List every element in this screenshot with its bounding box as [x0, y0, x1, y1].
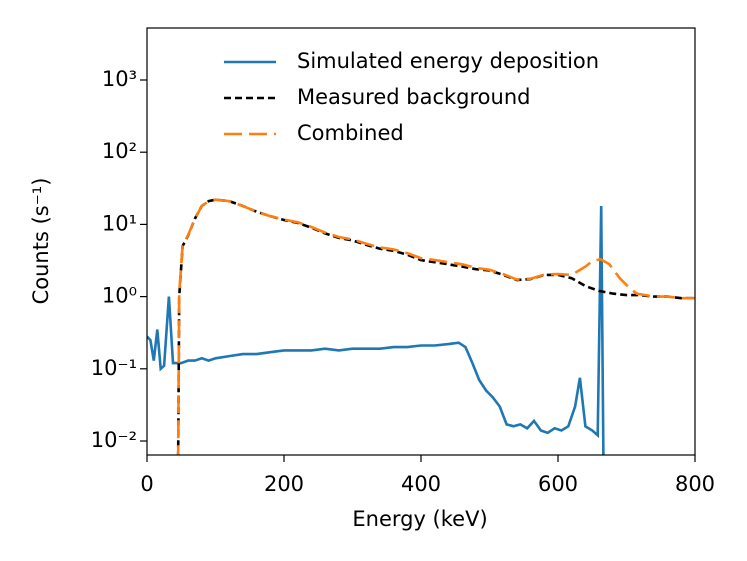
series-line	[176, 198, 695, 455]
x-tick-label: 0	[140, 472, 153, 496]
x-tick-label: 200	[264, 472, 304, 496]
x-axis-label: Energy (keV)	[352, 507, 487, 531]
y-tick-label: 10⁻¹	[91, 356, 137, 380]
x-tick-label: 400	[401, 472, 441, 496]
y-tick-label: 10⁻²	[91, 428, 137, 452]
y-tick-label: 10²	[102, 139, 137, 163]
x-tick-label: 800	[675, 472, 715, 496]
legend-label: Combined	[297, 121, 404, 145]
series-line	[176, 198, 695, 455]
y-tick-label: 10¹	[102, 211, 137, 235]
plot-frame	[146, 27, 696, 456]
legend-label: Simulated energy deposition	[297, 49, 599, 73]
legend-label: Measured background	[297, 85, 530, 109]
plot-area	[147, 198, 695, 455]
series-line	[147, 205, 605, 455]
y-tick-label: 10⁰	[102, 284, 137, 308]
x-tick-label: 600	[538, 472, 578, 496]
y-axis-label: Counts (s⁻¹)	[29, 178, 53, 305]
y-tick-label: 10³	[102, 67, 137, 91]
